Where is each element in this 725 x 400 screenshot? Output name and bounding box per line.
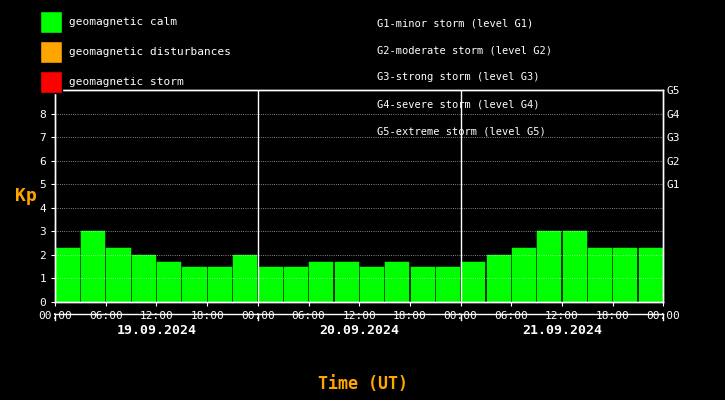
- Bar: [334, 262, 359, 302]
- Text: G5-extreme storm (level G5): G5-extreme storm (level G5): [377, 127, 546, 137]
- Bar: [410, 267, 435, 302]
- Text: geomagnetic disturbances: geomagnetic disturbances: [69, 47, 231, 57]
- Bar: [183, 267, 207, 302]
- Bar: [461, 262, 485, 302]
- Bar: [588, 248, 612, 302]
- Bar: [259, 267, 283, 302]
- Bar: [309, 262, 334, 302]
- Bar: [360, 267, 384, 302]
- Bar: [512, 248, 536, 302]
- Bar: [132, 255, 156, 302]
- Bar: [208, 267, 232, 302]
- Bar: [639, 248, 663, 302]
- Text: geomagnetic storm: geomagnetic storm: [69, 77, 183, 87]
- Bar: [563, 231, 587, 302]
- Bar: [81, 231, 105, 302]
- Text: geomagnetic calm: geomagnetic calm: [69, 17, 177, 27]
- Text: 19.09.2024: 19.09.2024: [117, 324, 196, 336]
- Bar: [436, 267, 460, 302]
- Bar: [107, 248, 130, 302]
- Text: Time (UT): Time (UT): [318, 375, 407, 393]
- Text: G2-moderate storm (level G2): G2-moderate storm (level G2): [377, 45, 552, 55]
- Bar: [283, 267, 308, 302]
- Text: 20.09.2024: 20.09.2024: [319, 324, 399, 336]
- Bar: [537, 231, 561, 302]
- Bar: [486, 255, 510, 302]
- Bar: [613, 248, 637, 302]
- Bar: [56, 248, 80, 302]
- Text: G3-strong storm (level G3): G3-strong storm (level G3): [377, 72, 539, 82]
- Bar: [157, 262, 181, 302]
- Text: 21.09.2024: 21.09.2024: [522, 324, 602, 336]
- Y-axis label: Kp: Kp: [14, 187, 36, 205]
- Bar: [385, 262, 410, 302]
- Text: G4-severe storm (level G4): G4-severe storm (level G4): [377, 100, 539, 110]
- Bar: [233, 255, 257, 302]
- Text: G1-minor storm (level G1): G1-minor storm (level G1): [377, 18, 534, 28]
